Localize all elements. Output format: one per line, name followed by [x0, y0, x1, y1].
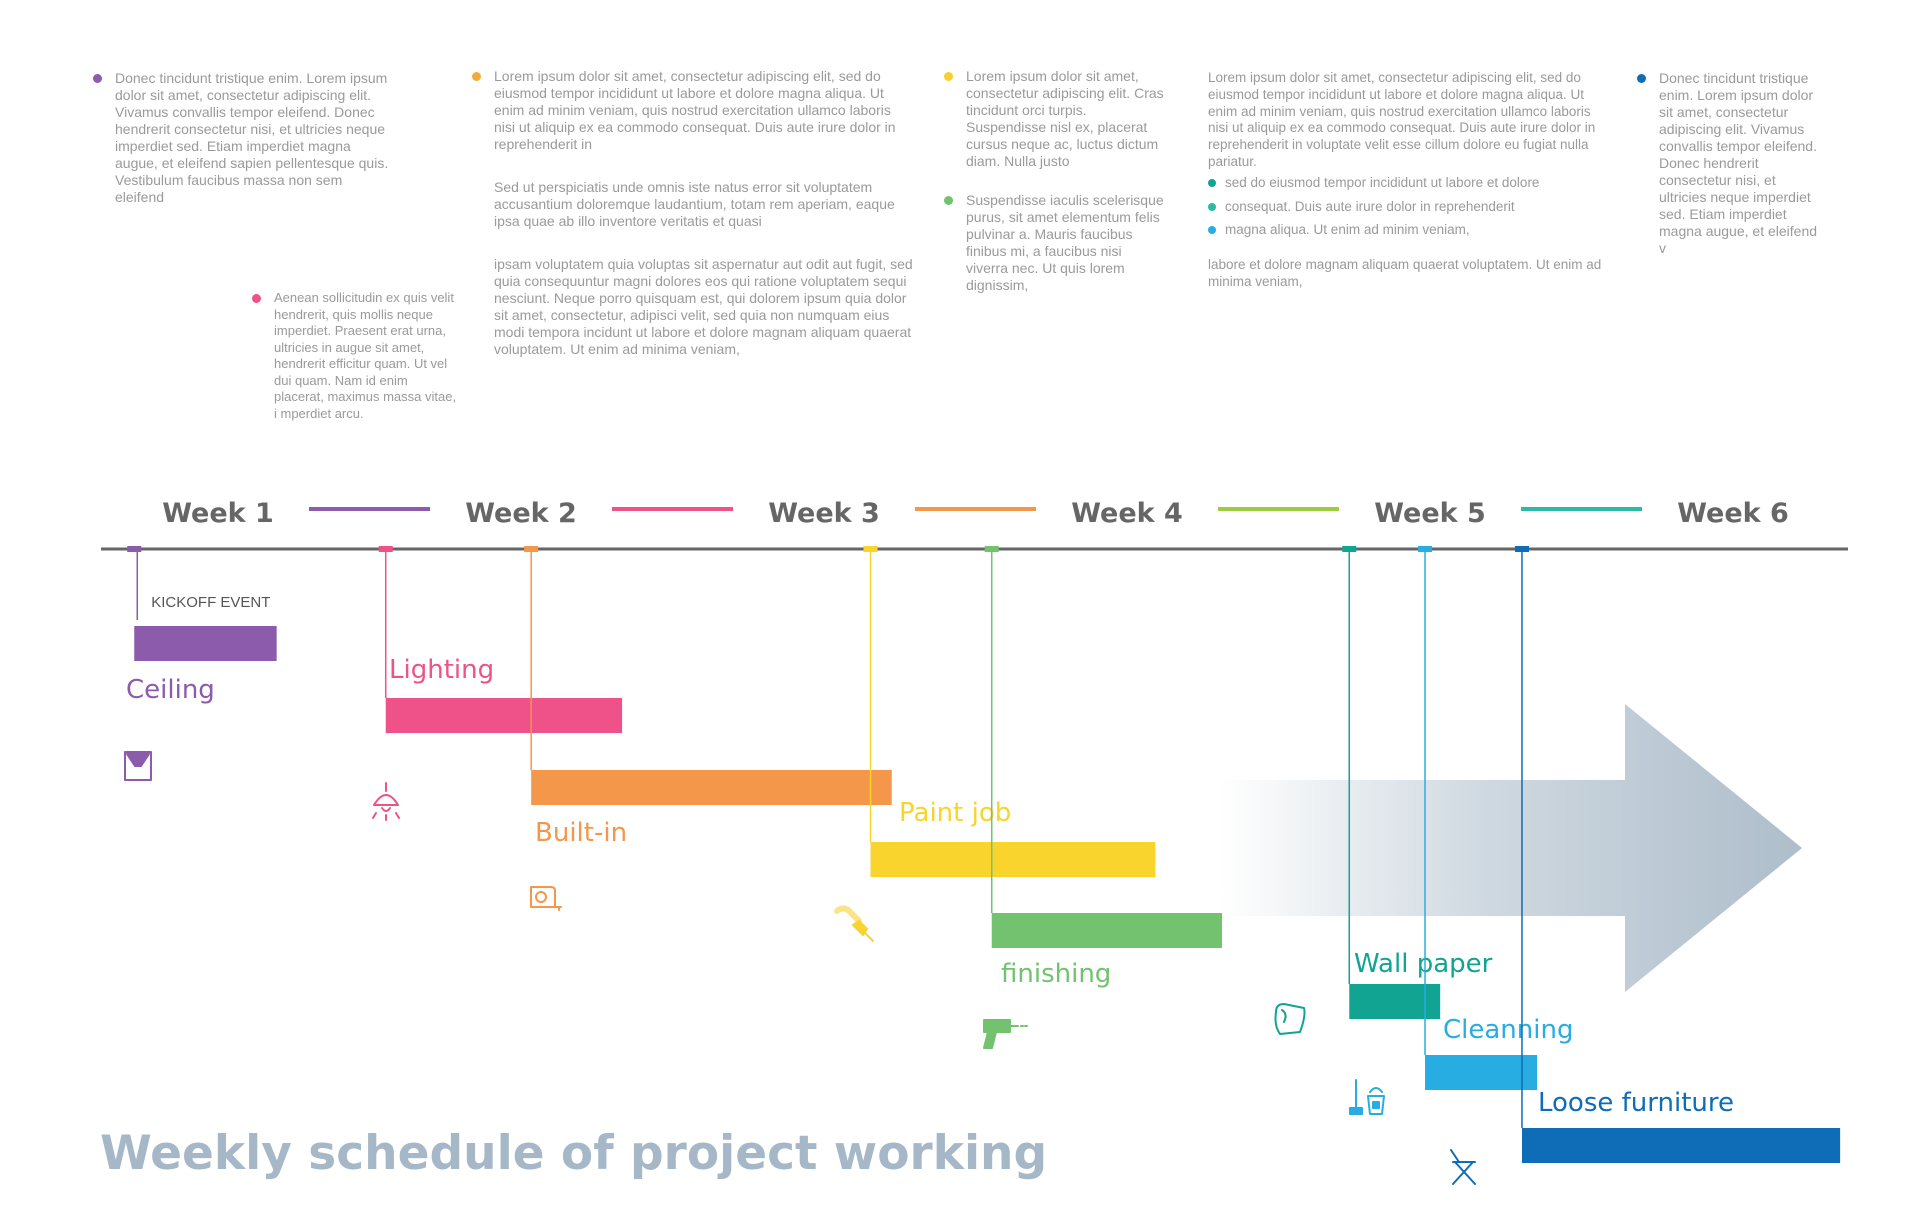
task-bar — [870, 842, 1156, 877]
kickoff-label: KICKOFF EVENT — [151, 594, 270, 611]
drill-icon — [983, 1019, 1028, 1049]
icon-stroke — [1454, 1161, 1476, 1185]
chart-title: Weekly schedule of project working — [100, 1126, 1048, 1181]
week-label: Week 3 — [768, 498, 880, 529]
task-label: finishing — [1001, 959, 1111, 989]
icon-stroke — [864, 932, 874, 942]
icon-stroke — [126, 753, 150, 767]
note-text: Donec tincidunt tristique enim. Lorem ip… — [115, 70, 389, 205]
note-bullet: Suspendisse iaculis scelerisque purus, s… — [944, 192, 1166, 294]
wallpaper-roll-icon — [1274, 1003, 1306, 1035]
note-text: Suspendisse iaculis scelerisque purus, s… — [966, 192, 1164, 293]
icon-stroke — [1372, 1101, 1380, 1109]
note-column-1: Donec tincidunt tristique enim. Lorem ip… — [93, 70, 395, 226]
note-column-2: Lorem ipsum dolor sit amet, consectetur … — [472, 68, 914, 378]
note-text: Sed ut perspiciatis unde omnis iste natu… — [494, 179, 895, 229]
tape-measure-icon — [530, 886, 562, 911]
task-label: Loose furniture — [1538, 1088, 1734, 1118]
bullet-dot — [1208, 202, 1216, 211]
task-bar — [1349, 984, 1441, 1019]
icon-stroke — [535, 891, 547, 903]
task-bar — [385, 698, 623, 733]
week-label: Week 4 — [1071, 498, 1183, 529]
icon-stroke — [530, 886, 556, 908]
task-bar — [134, 626, 277, 661]
icon-stroke — [1281, 1009, 1287, 1023]
icon-stroke — [1274, 1003, 1306, 1035]
icon-stroke — [372, 812, 377, 819]
icon-stroke — [834, 905, 862, 924]
week-label: Week 6 — [1677, 498, 1789, 529]
note-bullet-text: consequat. Duis aute irure dolor in repr… — [1225, 198, 1515, 214]
note-column-5: Donec tincidunt tristique enim. Lorem ip… — [1637, 70, 1824, 277]
bullet-dot — [1208, 226, 1216, 235]
task-bar — [531, 770, 892, 805]
ceiling-lamp-icon — [124, 751, 152, 781]
icon-stroke — [983, 1019, 1011, 1033]
note-text: Lorem ipsum dolor sit amet, consectetur … — [494, 68, 896, 152]
icon-stroke — [373, 794, 399, 806]
note-text: Aenean sollicitudin ex quis velit hendre… — [274, 290, 457, 421]
week-label: Week 2 — [465, 498, 577, 529]
icon-stroke — [1369, 1087, 1383, 1093]
icon-stroke — [1450, 1149, 1460, 1163]
note-column-4: Lorem ipsum dolor sit amet, consectetur … — [1208, 70, 1608, 311]
task-label: Cleanning — [1443, 1015, 1573, 1045]
pendant-lamp-icon — [372, 782, 400, 821]
task-bar — [1521, 1128, 1841, 1163]
icon-stroke — [395, 812, 400, 819]
task-label: Paint job — [899, 798, 1011, 828]
note-column-1b: Aenean sollicitudin ex quis velit hendre… — [252, 290, 459, 442]
task-label: Built-in — [535, 818, 627, 848]
folding-chair-icon — [1450, 1149, 1476, 1185]
icon-stroke — [1452, 1161, 1474, 1185]
icon-stroke — [983, 1031, 997, 1049]
task-label: Wall paper — [1354, 949, 1493, 979]
note-bullet: sed do eiusmod tempor incididunt ut labo… — [1208, 175, 1608, 192]
note-bullet-text: sed do eiusmod tempor incididunt ut labo… — [1225, 174, 1540, 190]
note-bullet: magna aliqua. Ut enim ad minim veniam, — [1208, 222, 1608, 239]
bullet-dot — [944, 72, 953, 81]
note-text: Lorem ipsum dolor sit amet, consectetur … — [966, 68, 1164, 169]
note-bullet-text: magna aliqua. Ut enim ad minim veniam, — [1225, 222, 1470, 238]
icon-stroke — [852, 920, 868, 936]
note-bullet: consequat. Duis aute irure dolor in repr… — [1208, 199, 1608, 216]
week-label: Week 5 — [1374, 498, 1486, 529]
task-label: Lighting — [389, 655, 494, 685]
bullet-dot — [1208, 178, 1216, 187]
axis-marker — [127, 546, 142, 552]
bullet-dot — [93, 74, 102, 83]
progress-arrow — [1220, 704, 1802, 992]
note-text: Lorem ipsum dolor sit amet, consectetur … — [1208, 70, 1596, 169]
week-label: Week 1 — [162, 498, 274, 529]
icon-stroke — [1367, 1095, 1385, 1115]
icon-stroke — [1349, 1107, 1363, 1115]
paint-brush-icon — [834, 905, 874, 942]
note-text: ipsam voluptatem quia voluptas sit asper… — [494, 256, 913, 357]
bullet-dot — [472, 72, 481, 81]
task-bar — [991, 913, 1223, 948]
icon-stroke — [124, 751, 152, 781]
task-label: Ceiling — [126, 675, 215, 705]
task-bar — [1425, 1055, 1538, 1090]
bullet-dot — [944, 196, 953, 205]
note-text: Donec tincidunt tristique enim. Lorem ip… — [1659, 70, 1818, 256]
note-text: labore et dolore magnam aliquam quaerat … — [1208, 257, 1602, 289]
bullet-dot — [252, 294, 261, 303]
icon-stroke — [554, 906, 562, 911]
icon-stroke — [381, 807, 391, 812]
mop-bucket-icon — [1349, 1079, 1385, 1115]
note-column-3: Lorem ipsum dolor sit amet, consectetur … — [944, 68, 1166, 301]
bullet-dot — [1637, 74, 1646, 83]
